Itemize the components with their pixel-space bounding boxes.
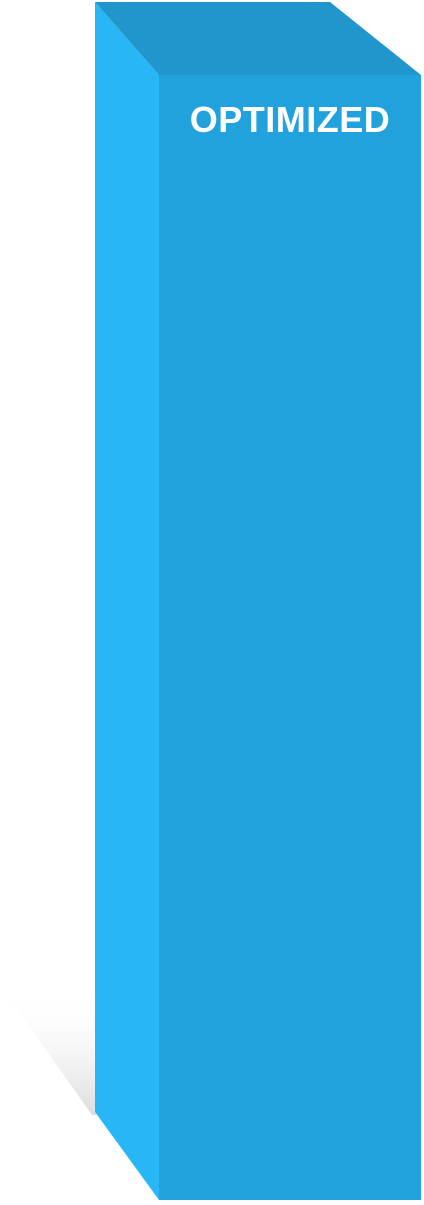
bar-front-face — [159, 75, 421, 1200]
bar-shadow — [0, 985, 96, 1115]
bar-top-face — [95, 2, 421, 75]
bar-side-face — [95, 2, 159, 1200]
bar-label: OPTIMIZED — [189, 99, 391, 140]
